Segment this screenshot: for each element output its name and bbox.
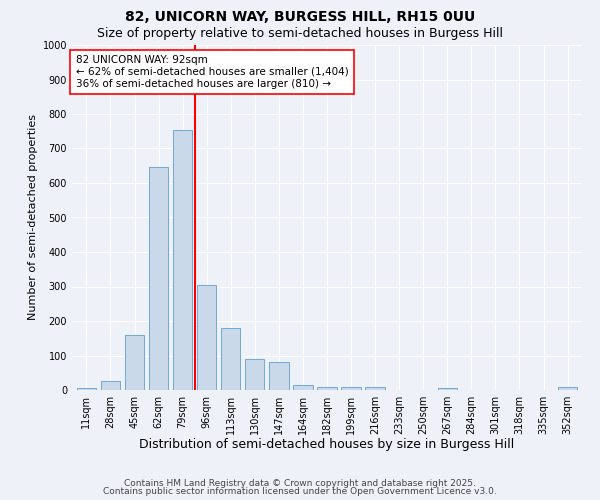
Bar [101, 382, 120, 390]
Bar [221, 328, 241, 390]
X-axis label: Distribution of semi-detached houses by size in Burgess Hill: Distribution of semi-detached houses by … [139, 438, 515, 452]
Bar [269, 362, 289, 390]
Text: 82 UNICORN WAY: 92sqm
← 62% of semi-detached houses are smaller (1,404)
36% of s: 82 UNICORN WAY: 92sqm ← 62% of semi-deta… [76, 56, 349, 88]
Bar [173, 130, 192, 390]
Bar [437, 388, 457, 390]
Bar [293, 385, 313, 390]
Text: 82, UNICORN WAY, BURGESS HILL, RH15 0UU: 82, UNICORN WAY, BURGESS HILL, RH15 0UU [125, 10, 475, 24]
Bar [149, 168, 168, 390]
Text: Contains HM Land Registry data © Crown copyright and database right 2025.: Contains HM Land Registry data © Crown c… [124, 478, 476, 488]
Y-axis label: Number of semi-detached properties: Number of semi-detached properties [28, 114, 38, 320]
Bar [365, 386, 385, 390]
Text: Contains public sector information licensed under the Open Government Licence v3: Contains public sector information licen… [103, 487, 497, 496]
Bar [558, 386, 577, 390]
Text: Size of property relative to semi-detached houses in Burgess Hill: Size of property relative to semi-detach… [97, 28, 503, 40]
Bar [317, 386, 337, 390]
Bar [125, 335, 144, 390]
Bar [77, 388, 96, 390]
Bar [197, 285, 217, 390]
Bar [341, 386, 361, 390]
Bar [245, 359, 265, 390]
